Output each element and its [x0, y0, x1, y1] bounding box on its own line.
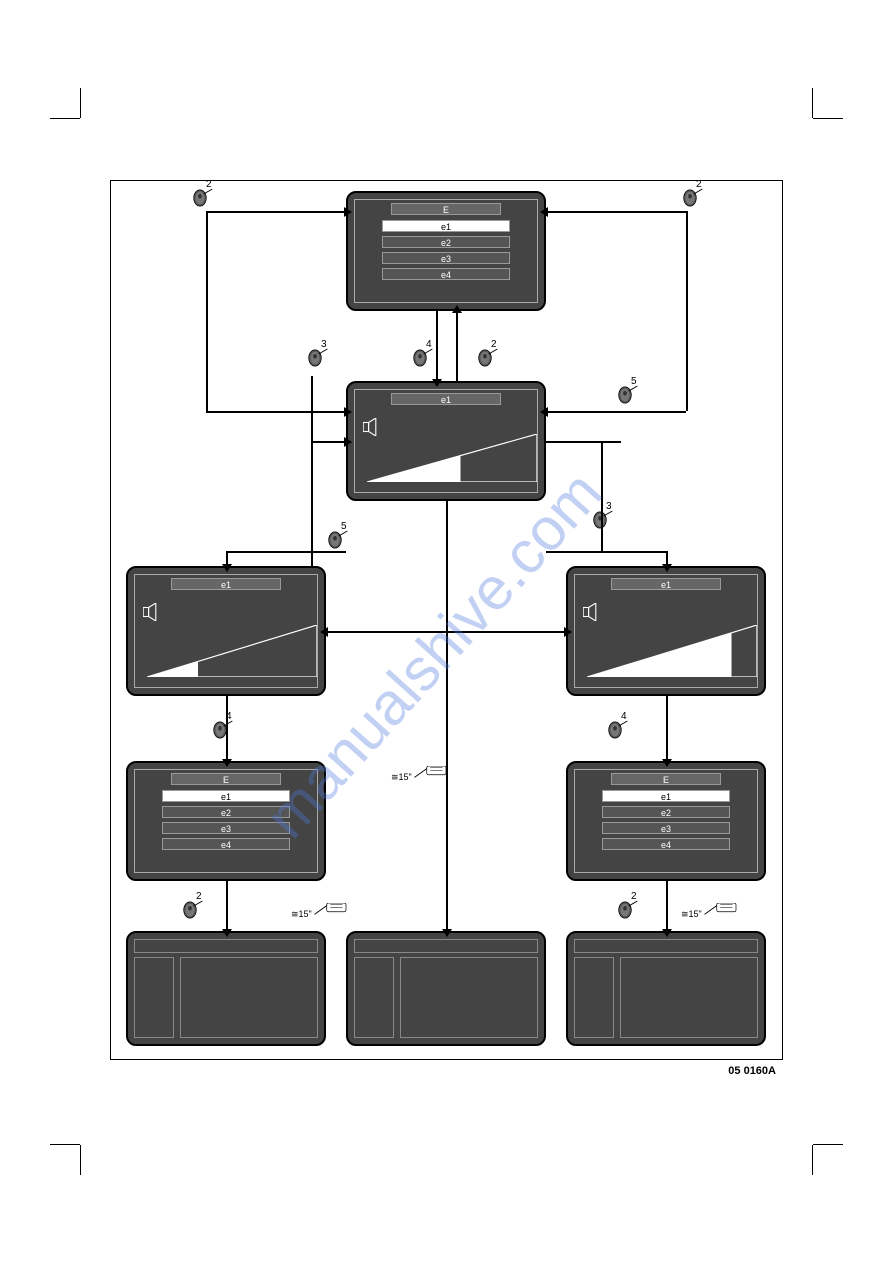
diagram-frame: 05 0160A Ee1e2e3e4e1e1e1Ee1e2e3e4Ee1e2e3…	[110, 180, 783, 1060]
arrow-line	[226, 881, 228, 931]
arrow-head	[662, 929, 672, 937]
arrow-line	[226, 696, 228, 761]
crop-mark	[812, 1145, 813, 1175]
menu-item: e2	[602, 806, 729, 818]
timeout-icon: ≅15"	[391, 766, 450, 783]
menu-item: e1	[602, 790, 729, 802]
crop-mark	[50, 118, 80, 119]
crop-mark	[813, 118, 843, 119]
arrow-head	[540, 207, 548, 217]
crop-mark	[80, 88, 81, 118]
menu-item: e2	[162, 806, 289, 818]
arrow-line	[546, 551, 666, 553]
arrow-line	[436, 311, 438, 381]
arrow-line	[206, 211, 208, 411]
arrow-head	[662, 759, 672, 767]
arrow-line	[311, 441, 346, 443]
screen-title: e1	[171, 578, 280, 590]
arrow-line	[546, 411, 686, 413]
arrow-line	[311, 376, 313, 566]
speaker-icon	[363, 418, 383, 434]
crop-mark	[50, 1144, 80, 1145]
arrow-head	[344, 437, 352, 447]
arrow-head	[344, 207, 352, 217]
empty-screen	[566, 931, 766, 1046]
volume-screen: e1	[126, 566, 326, 696]
empty-screen	[126, 931, 326, 1046]
arrow-head	[222, 929, 232, 937]
arrow-line	[666, 881, 668, 931]
reference-label: 05 0160A	[728, 1065, 776, 1077]
screen-title: e1	[391, 393, 500, 405]
arrow-head	[452, 305, 462, 313]
menu-screen: Ee1 e2 e3 e4	[126, 761, 326, 881]
menu-item: e1	[382, 220, 509, 232]
screen-title: E	[391, 203, 500, 215]
volume-screen: e1	[346, 381, 546, 501]
timeout-icon: ≅15"	[291, 903, 350, 920]
arrow-line	[546, 211, 686, 213]
menu-item: e4	[382, 268, 509, 280]
arrow-line	[686, 211, 688, 411]
arrow-head	[662, 564, 672, 572]
arrow-line	[601, 441, 603, 551]
arrow-line	[666, 696, 668, 761]
empty-screen	[346, 931, 546, 1046]
arrow-head	[442, 929, 452, 937]
volume-triangle	[587, 625, 757, 677]
speaker-icon	[143, 603, 163, 619]
volume-triangle	[147, 625, 317, 677]
menu-item: e3	[162, 822, 289, 834]
page: 05 0160A Ee1 e2 e3 e4 e1 e1 e1 Ee1 e2 e3 e4 Ee1 e2 e3…	[0, 0, 893, 1263]
screen-title: E	[611, 773, 720, 785]
menu-item: e3	[602, 822, 729, 834]
arrow-line	[226, 551, 346, 553]
arrow-head	[320, 627, 328, 637]
arrow-line	[546, 441, 621, 443]
arrow-head	[432, 379, 442, 387]
menu-item: e4	[162, 838, 289, 850]
timeout-icon: ≅15"	[681, 903, 740, 920]
arrow-line	[456, 311, 458, 381]
arrow-line	[446, 501, 448, 931]
speaker-icon	[583, 603, 603, 619]
menu-item: e3	[382, 252, 509, 264]
menu-item: e1	[162, 790, 289, 802]
arrow-head	[564, 627, 572, 637]
crop-mark	[813, 1144, 843, 1145]
arrow-line	[206, 211, 346, 213]
menu-item: e4	[602, 838, 729, 850]
arrow-head	[222, 564, 232, 572]
menu-screen: Ee1 e2 e3 e4	[566, 761, 766, 881]
menu-screen: Ee1 e2 e3 e4	[346, 191, 546, 311]
arrow-head	[540, 407, 548, 417]
arrow-line	[206, 411, 346, 413]
screen-title: e1	[611, 578, 720, 590]
volume-triangle	[367, 434, 537, 482]
crop-mark	[812, 88, 813, 118]
volume-screen: e1	[566, 566, 766, 696]
crop-mark	[80, 1145, 81, 1175]
screen-title: E	[171, 773, 280, 785]
arrow-head	[344, 407, 352, 417]
menu-item: e2	[382, 236, 509, 248]
arrow-head	[222, 759, 232, 767]
